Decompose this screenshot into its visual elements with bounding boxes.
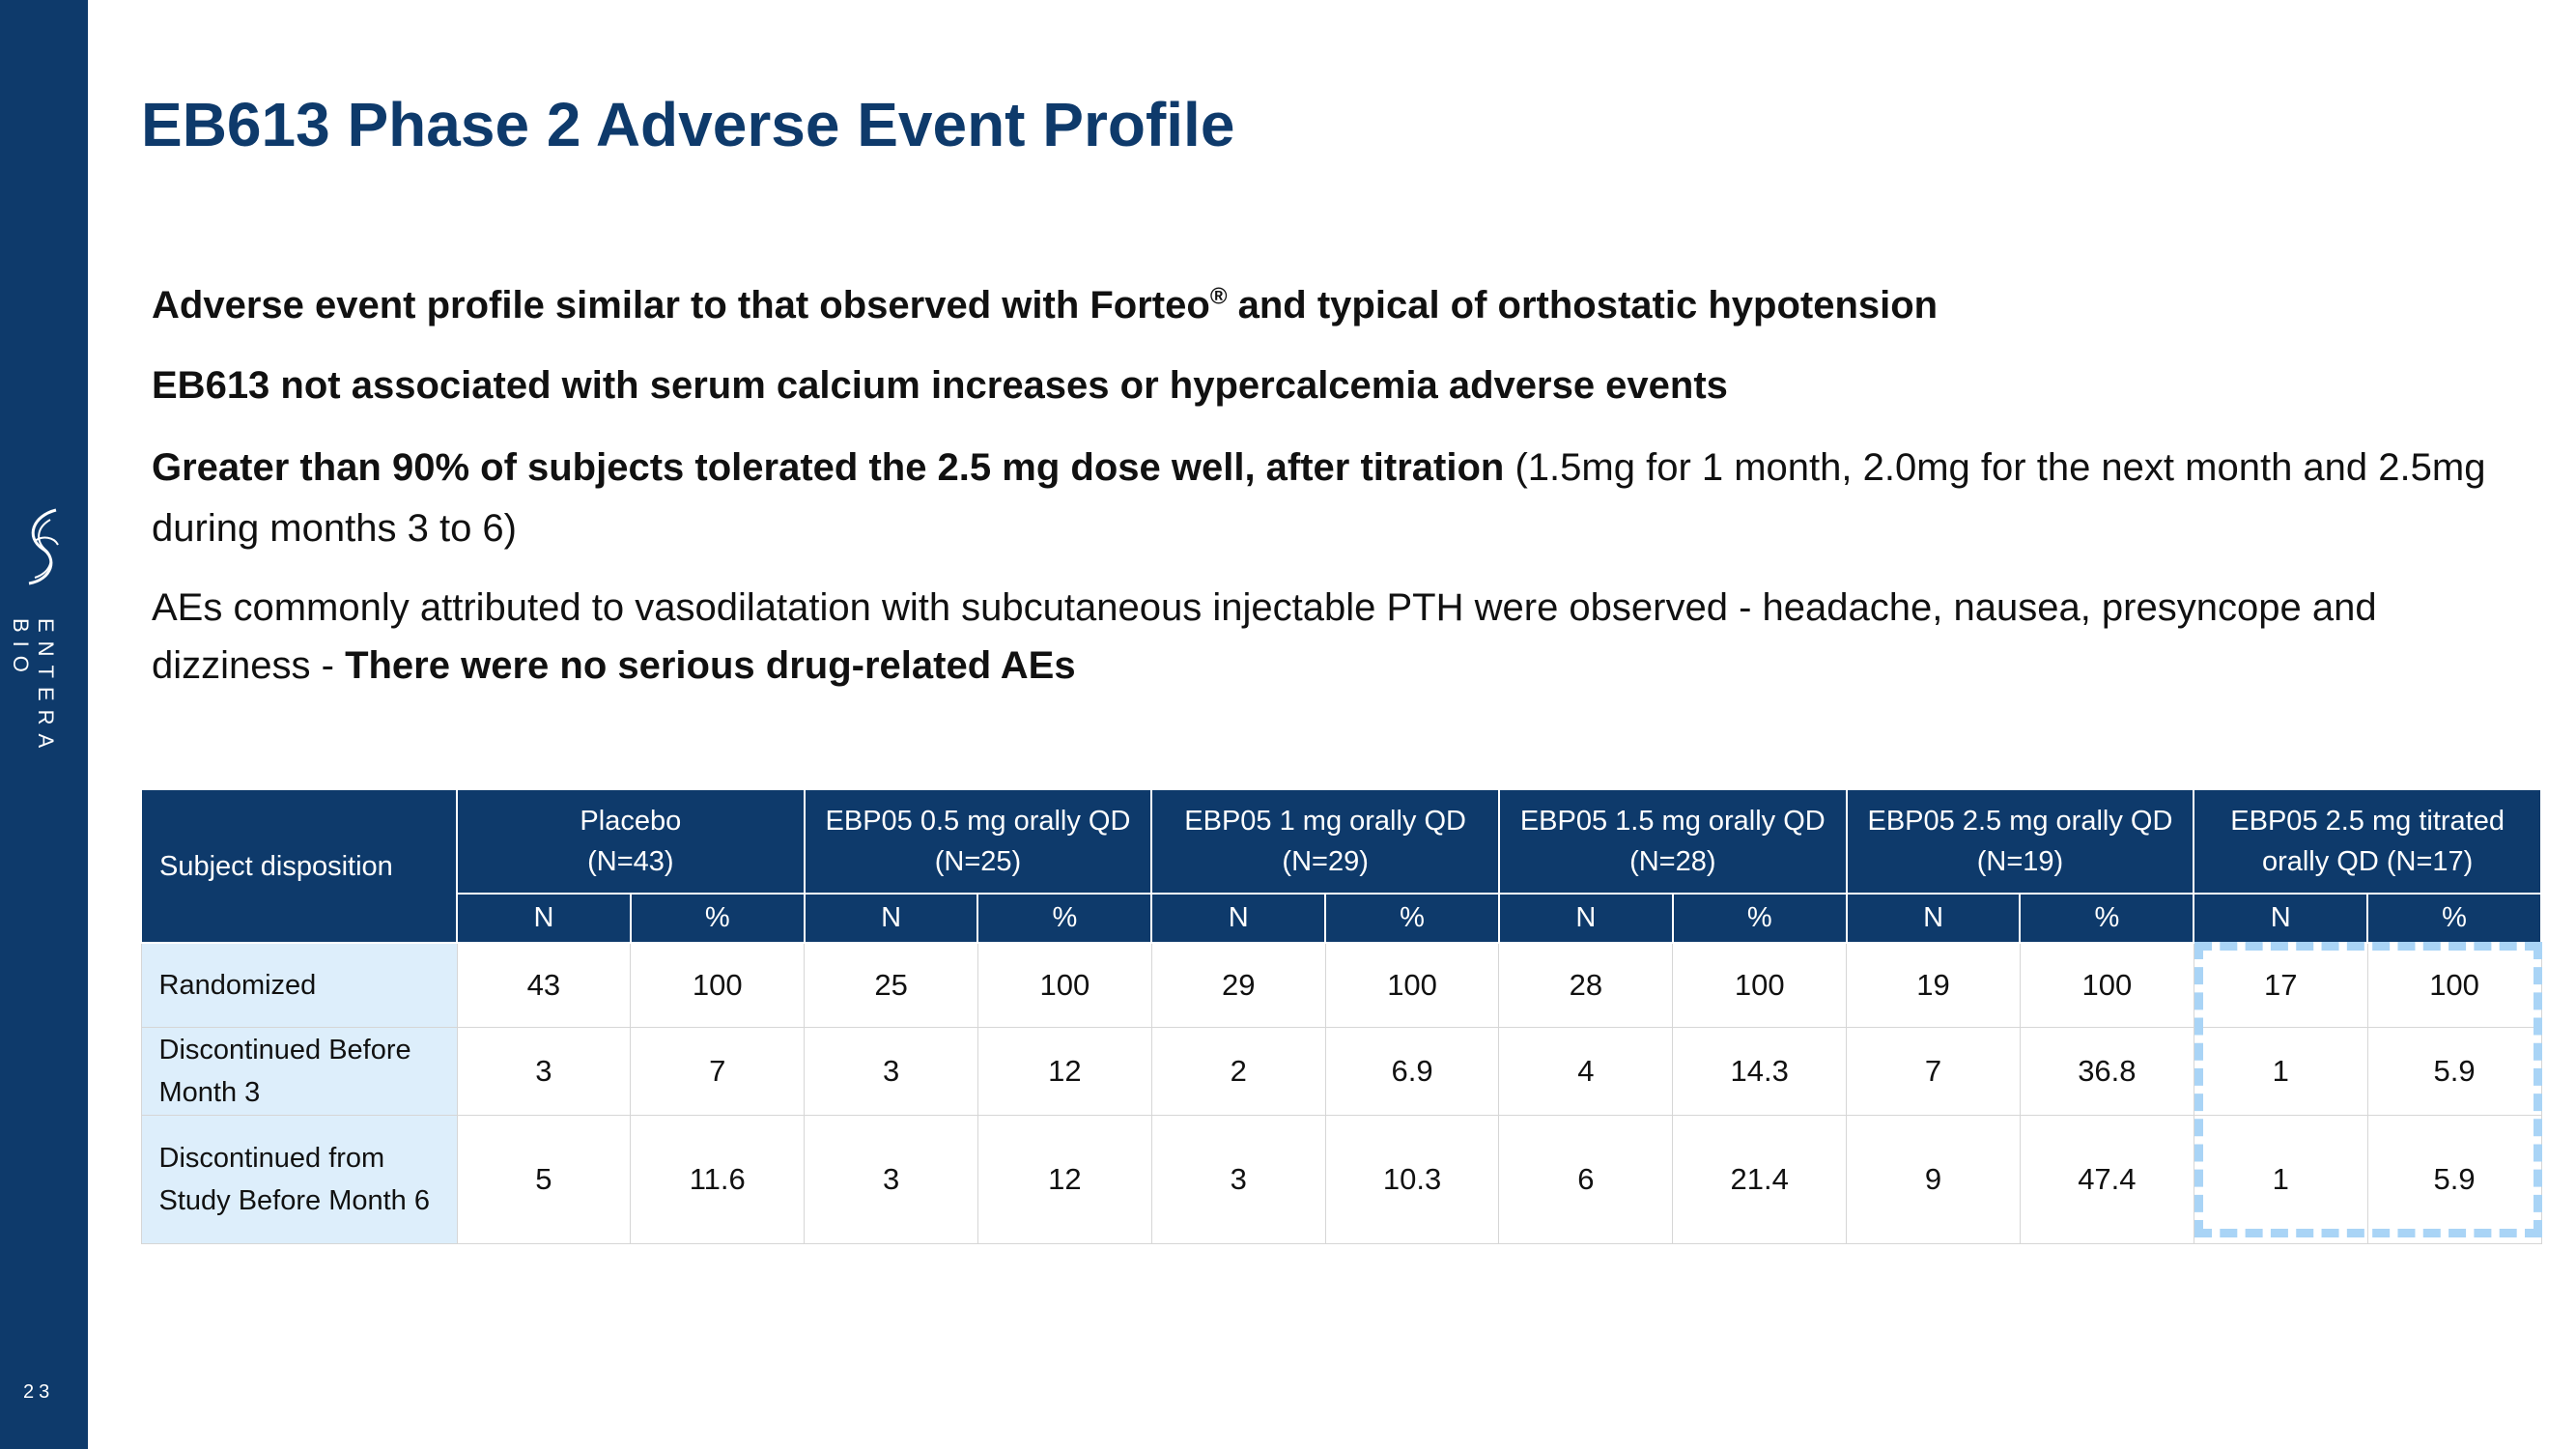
table-cell: 6 <box>1498 1115 1674 1244</box>
table-cell: 10.3 <box>1324 1115 1500 1244</box>
registered-mark: ® <box>1209 283 1228 310</box>
bullet-4-text: AEs commonly attributed to vasodilatatio… <box>152 586 2377 687</box>
table-cell: 3 <box>804 1027 978 1116</box>
col-pct: % <box>2366 893 2542 944</box>
bullet-3: Greater than 90% of subjects tolerated t… <box>152 438 2508 559</box>
col-n: N <box>2193 893 2369 944</box>
table-cell: 47.4 <box>2019 1115 2194 1244</box>
table-cell: 1 <box>2193 1027 2368 1116</box>
table-cell: 7 <box>630 1027 806 1116</box>
table-cell: 3 <box>456 1027 632 1116</box>
group-header-2-5mg: EBP05 2.5 mg orally QD (N=19) <box>1845 788 2195 895</box>
table-cell: 5.9 <box>2366 1115 2542 1244</box>
bullet-1-text: Adverse event profile similar to that ob… <box>152 284 1210 327</box>
group-header-2-5mg-titrated: EBP05 2.5 mg titrated orally QD (N=17) <box>2193 788 2542 895</box>
bullet-1: Adverse event profile similar to that ob… <box>152 275 2508 336</box>
slide-title: EB613 Phase 2 Adverse Event Profile <box>141 90 1235 159</box>
table-cell: 100 <box>2019 942 2194 1028</box>
table-cell: 5 <box>456 1115 632 1244</box>
row-label: Discontinued Before Month 3 <box>140 1027 458 1116</box>
table-cell: 36.8 <box>2019 1027 2194 1116</box>
table-cell: 12 <box>977 1027 1152 1116</box>
table-cell: 100 <box>2366 942 2542 1028</box>
page-number: 23 <box>23 1381 55 1403</box>
col-n: N <box>1150 893 1327 944</box>
table-cell: 21.4 <box>1672 1115 1848 1244</box>
table-cell: 3 <box>1150 1115 1326 1244</box>
table-cell: 12 <box>977 1115 1152 1244</box>
table-cell: 9 <box>1846 1115 2021 1244</box>
bullet-list: Adverse event profile similar to that ob… <box>152 275 2508 695</box>
col-n: N <box>1845 893 2022 944</box>
table-cell: 100 <box>1324 942 1500 1028</box>
table-cell: 100 <box>977 942 1152 1028</box>
titrated-group-highlight <box>2194 942 2542 1237</box>
table-cell: 5.9 <box>2366 1027 2542 1116</box>
col-n: N <box>456 893 632 944</box>
table-cell: 1 <box>2193 1115 2368 1244</box>
col-pct: % <box>1324 893 1500 944</box>
bullet-1-text-end: and typical of orthostatic hypotension <box>1227 284 1939 327</box>
table-cell: 25 <box>804 942 978 1028</box>
bullet-4-bold: There were no serious drug-related AEs <box>345 644 1076 687</box>
col-pct: % <box>977 893 1153 944</box>
bullet-3-detail: (1.5mg for 1 month, 2.0mg for the next m… <box>152 446 2486 550</box>
table-cell: 7 <box>1846 1027 2021 1116</box>
table-cell: 2 <box>1150 1027 1326 1116</box>
row-label: Randomized <box>140 942 458 1028</box>
table-row-discontinued-month-6: Discontinued from Study Before Month 6 5 … <box>140 1115 2542 1244</box>
group-header-0-5mg: EBP05 0.5 mg orally QD (N=25) <box>803 788 1153 895</box>
table-cell: 43 <box>456 942 632 1028</box>
table-cell: 29 <box>1150 942 1326 1028</box>
col-n: N <box>803 893 979 944</box>
col-pct: % <box>2019 893 2195 944</box>
subject-disposition-table: Subject disposition Placebo (N=43) EBP05 … <box>140 788 2542 1244</box>
entera-bio-logo-icon <box>28 508 59 585</box>
table-cell: 6.9 <box>1324 1027 1500 1116</box>
col-pct: % <box>1671 893 1848 944</box>
group-header-placebo: Placebo (N=43) <box>456 788 806 895</box>
table-cell: 14.3 <box>1672 1027 1848 1116</box>
sidebar: ENTERA BIO 23 <box>0 0 88 1449</box>
table-row-discontinued-month-3: Discontinued Before Month 3 3 7 3 12 2 6.… <box>140 1027 2542 1116</box>
table-row-randomized: Randomized 43 100 25 100 29 100 28 100 1… <box>140 942 2542 1028</box>
table-cell: 19 <box>1846 942 2021 1028</box>
brand-name: ENTERA BIO <box>9 618 58 756</box>
table-cell: 28 <box>1498 942 1674 1028</box>
table-cell: 11.6 <box>630 1115 806 1244</box>
bullet-2: EB613 not associated with serum calcium … <box>152 364 1728 407</box>
col-n: N <box>1497 893 1674 944</box>
bullet-4: AEs commonly attributed to vasodilatatio… <box>152 579 2508 695</box>
table-cell: 100 <box>630 942 806 1028</box>
table-cell: 100 <box>1672 942 1848 1028</box>
row-label: Discontinued from Study Before Month 6 <box>140 1115 458 1244</box>
table-cell: 4 <box>1498 1027 1674 1116</box>
group-header-1-5mg: EBP05 1.5 mg orally QD (N=28) <box>1497 788 1848 895</box>
corner-header: Subject disposition <box>140 788 458 944</box>
col-pct: % <box>629 893 806 944</box>
bullet-3-bold: Greater than 90% of subjects tolerated t… <box>152 446 1505 489</box>
table-cell: 3 <box>804 1115 978 1244</box>
group-header-1mg: EBP05 1 mg orally QD (N=29) <box>1150 788 1500 895</box>
